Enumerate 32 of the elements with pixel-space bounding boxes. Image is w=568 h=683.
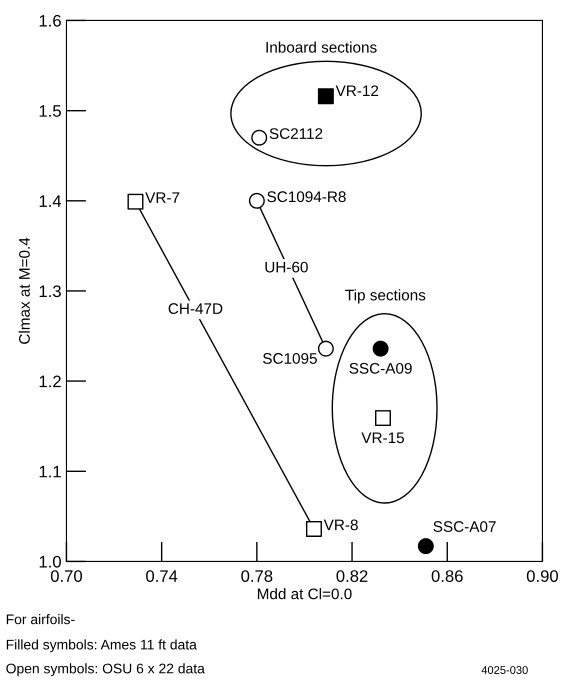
annotation: VR-7 <box>145 192 180 203</box>
y-tick-label: 1.1 <box>40 466 61 478</box>
x-tick-label: 0.86 <box>432 570 463 582</box>
text: Open symbols: OSU 6 x 22 data <box>6 663 205 676</box>
y-tick-label: 1.2 <box>40 376 61 388</box>
x-tick-label: 0.90 <box>526 570 558 582</box>
annotation: VR-12 <box>336 85 378 96</box>
annotation: UH-60 <box>265 262 308 273</box>
text: For airfoils- <box>6 614 75 624</box>
x-tick-label: 0.74 <box>146 570 178 582</box>
x-axis-title: Mdd at Cl=0.0 <box>258 588 352 600</box>
y-tick-label: 1.3 <box>40 285 61 298</box>
annotation: SSC-A09 <box>349 362 412 374</box>
text: Filled symbols: Ames 11 ft data <box>6 639 197 652</box>
annotation: VR-8 <box>324 519 358 530</box>
y-tick-label: 1.5 <box>40 105 61 117</box>
annotation: VR-15 <box>361 432 404 444</box>
x-tick-label: 0.78 <box>241 570 272 582</box>
annotation: SSC-A07 <box>433 521 496 532</box>
y-axis-title: Clmax at M=0.4 <box>18 238 30 344</box>
annotation: SC1094-R8 <box>267 191 346 202</box>
y-tick-label: 1.6 <box>40 14 61 27</box>
x-tick-label: 0.82 <box>336 570 368 582</box>
annotation: CH-47D <box>168 303 222 314</box>
annotation: Tip sections <box>345 289 426 304</box>
annotation: Inboard sections <box>266 42 377 53</box>
y-tick-label: 1.0 <box>40 556 61 568</box>
text: 4025-030 <box>482 666 528 674</box>
annotation: SC1095 <box>263 353 317 364</box>
x-tick-label: 0.70 <box>50 570 82 582</box>
y-tick-label: 1.4 <box>40 195 62 207</box>
annotation: SC2112 <box>270 128 322 140</box>
